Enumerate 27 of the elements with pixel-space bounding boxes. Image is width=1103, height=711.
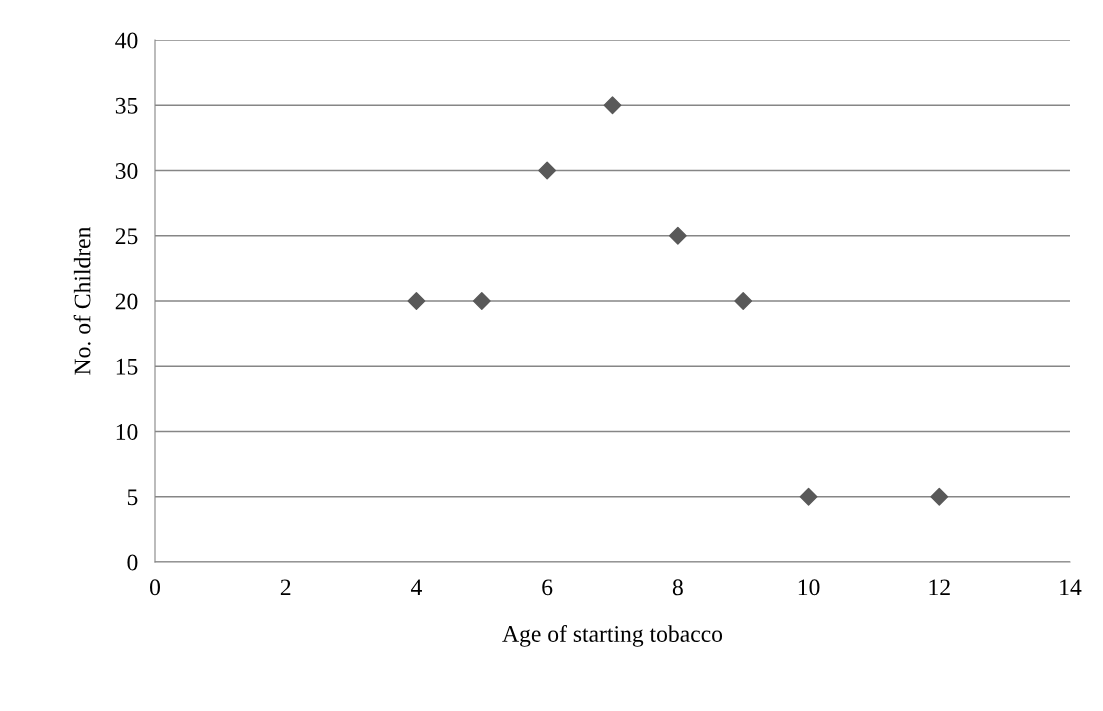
y-tick-label: 0 <box>127 554 138 571</box>
x-axis-title: Age of starting tobacco <box>502 625 723 647</box>
point <box>799 487 818 506</box>
x-tick-label: 10 <box>798 579 820 596</box>
y-tick-label: 30 <box>115 162 138 179</box>
x-tick-label: 4 <box>410 579 422 596</box>
x-tick-label: 6 <box>542 579 553 596</box>
x-tick-label: 14 <box>1060 579 1082 596</box>
y-tick-label: 25 <box>115 228 138 245</box>
point <box>407 292 426 310</box>
y-tick-label: 20 <box>115 293 138 310</box>
y-tick-label: 15 <box>116 358 138 375</box>
point <box>668 226 687 245</box>
point <box>734 292 753 310</box>
point <box>930 487 949 506</box>
x-tick-label: 2 <box>280 579 291 596</box>
point <box>538 161 557 180</box>
point <box>603 96 622 115</box>
x-tick-label: 0 <box>150 579 160 596</box>
point <box>472 292 491 310</box>
y-tick-label: 35 <box>115 97 138 114</box>
x-tick-label: 8 <box>672 579 683 596</box>
y-axis-title: No. of Children <box>73 226 91 375</box>
y-tick-label: 10 <box>116 423 138 440</box>
x-tick-label: 12 <box>929 579 950 596</box>
y-tick-label: 40 <box>115 32 138 49</box>
y-tick-label: 5 <box>127 489 138 506</box>
